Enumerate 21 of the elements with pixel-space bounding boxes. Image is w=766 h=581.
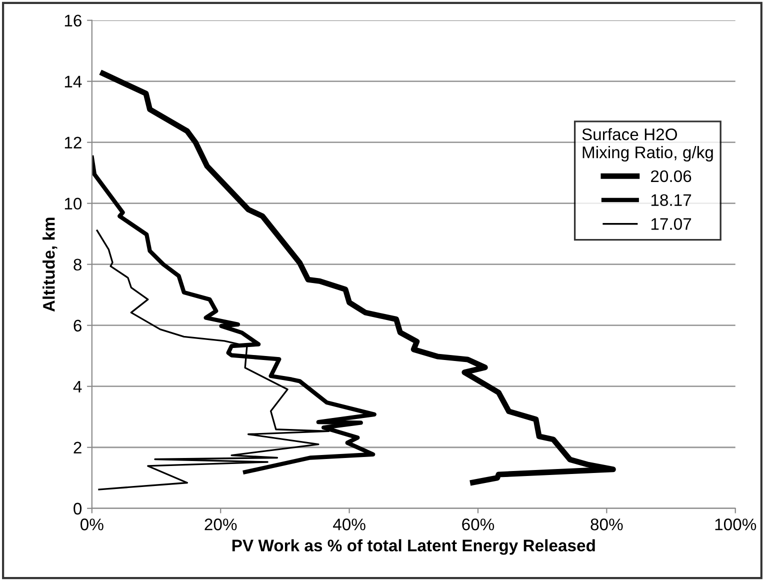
y-tick-label: 10 [64, 198, 82, 210]
legend-label: 20.06 [651, 170, 692, 182]
y-axis-title: Altitude, km [42, 218, 58, 312]
y-tick-label: 4 [73, 380, 82, 392]
y-tick-label: 16 [64, 14, 82, 27]
y-tick-label: 2 [74, 442, 82, 454]
y-tick-label: 6 [74, 320, 82, 332]
legend-label: 17.07 [651, 218, 692, 230]
legend-title: Surface H2O Mixing Ratio, g/kg [582, 128, 713, 162]
y-tick-label: 8 [74, 258, 82, 271]
x-tick-label: 80% [590, 518, 623, 530]
x-tick-label: 100% [715, 518, 756, 530]
legend-label: 18.17 [651, 194, 692, 206]
y-tick-label: 0 [74, 502, 82, 515]
x-tick-label: 40% [333, 518, 366, 530]
x-axis-title: PV Work as % of total Latent Energy Released [232, 539, 595, 555]
x-tick-label: 60% [462, 518, 494, 530]
x-tick-label: 0% [80, 518, 104, 530]
x-tick-label: 20% [204, 518, 237, 530]
y-tick-label: 12 [64, 136, 82, 148]
y-tick-label: 14 [64, 76, 82, 88]
